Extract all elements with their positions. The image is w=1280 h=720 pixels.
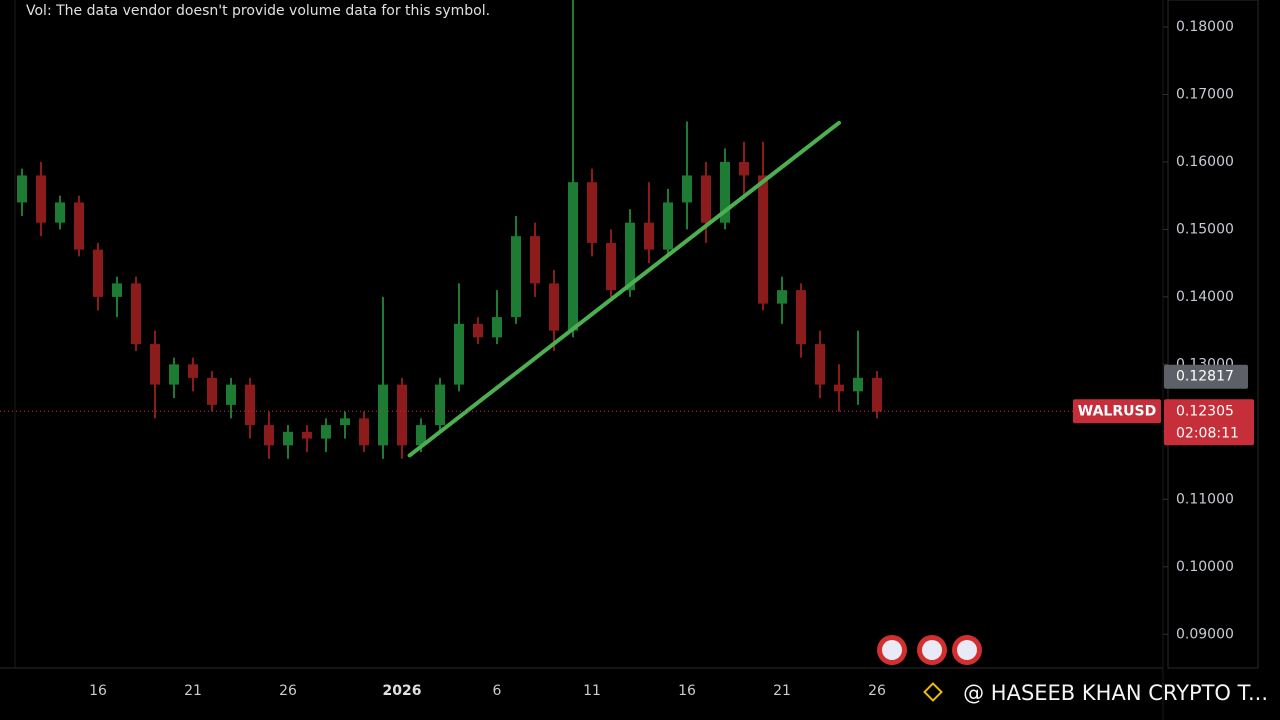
candle-body <box>302 431 312 439</box>
candle-body <box>777 290 787 304</box>
y-tick-label: 0.11000 <box>1176 491 1234 507</box>
x-tick-label: 26 <box>868 683 886 699</box>
candle-body <box>93 249 103 297</box>
candle-body <box>435 384 445 426</box>
candle-body <box>796 290 806 345</box>
plot <box>0 0 1168 635</box>
candle-body <box>150 344 160 385</box>
candle-body <box>853 377 863 392</box>
candle-body <box>264 425 274 446</box>
event-icon <box>882 640 902 660</box>
crosshair-price-bg <box>1164 364 1248 389</box>
candle-body <box>112 283 122 297</box>
candle-body <box>682 175 692 203</box>
candle-body <box>625 222 635 291</box>
candle-body <box>340 418 350 426</box>
y-tick-label: 0.16000 <box>1176 154 1234 170</box>
candle-body <box>606 242 616 291</box>
candle-body <box>587 182 597 243</box>
y-tick-label: 0.17000 <box>1176 86 1234 102</box>
candle-body <box>720 161 730 223</box>
candle-body <box>226 384 236 405</box>
candle-body <box>397 384 407 446</box>
candle-body <box>549 283 559 331</box>
candle-body <box>207 377 217 405</box>
volume-note: Vol: The data vendor doesn't provide vol… <box>26 3 490 19</box>
candle-body <box>416 425 426 446</box>
symbol-label-bg <box>1073 399 1161 424</box>
candle-body <box>321 425 331 439</box>
candle-body <box>739 161 749 176</box>
x-tick-label: 6 <box>493 683 502 699</box>
x-tick-label: 21 <box>184 683 202 699</box>
watermark-logo <box>923 682 943 702</box>
y-tick-label: 0.10000 <box>1176 559 1234 575</box>
watermark: @ HASEEB KHAN CRYPTO T... <box>963 681 1268 705</box>
candle-body <box>55 202 65 223</box>
x-tick-label: 16 <box>678 683 696 699</box>
candle-body <box>169 364 179 385</box>
x-tick-label: 2026 <box>383 683 422 699</box>
candle-body <box>492 317 502 338</box>
x-tick-label: 21 <box>773 683 791 699</box>
y-tick-label: 0.09000 <box>1176 626 1234 642</box>
x-tick-label: 16 <box>89 683 107 699</box>
logo <box>923 682 943 702</box>
last-price-bg <box>1164 399 1254 446</box>
candle-body <box>245 384 255 426</box>
event-icons <box>877 635 982 665</box>
trend-line <box>407 120 841 458</box>
crosshair-price-label: 0.12817 <box>1176 369 1234 385</box>
candle-body <box>283 431 293 446</box>
candle-body <box>188 364 198 378</box>
candle-body <box>701 175 711 223</box>
candle-body <box>834 384 844 392</box>
candle-body <box>454 323 464 385</box>
candle-body <box>511 236 521 318</box>
candle-body <box>644 222 654 250</box>
event-icon <box>922 640 942 660</box>
candle-body <box>131 283 141 345</box>
x-tick-label: 11 <box>583 683 601 699</box>
candle-body <box>568 182 578 331</box>
candle-body <box>473 323 483 338</box>
y-tick-label: 0.18000 <box>1176 19 1234 35</box>
y-tick-label: 0.15000 <box>1176 221 1234 237</box>
event-icon <box>957 640 977 660</box>
candle-body <box>378 384 388 446</box>
countdown: 02:08:11 <box>1176 425 1239 441</box>
candle-body <box>36 175 46 223</box>
candle-body <box>17 175 27 203</box>
candle-body <box>530 236 540 284</box>
candle-body <box>758 175 768 304</box>
candle-body <box>74 202 84 250</box>
candle-body <box>872 377 882 412</box>
candle-body <box>359 418 369 446</box>
y-tick-label: 0.14000 <box>1176 289 1234 305</box>
candle-body <box>815 344 825 385</box>
candle-body <box>663 202 673 250</box>
symbol-label: WALRUSD <box>1078 403 1156 419</box>
price-scale-frame <box>1167 0 1259 669</box>
x-tick-label: 26 <box>279 683 297 699</box>
last-price-label: 0.12305 <box>1176 403 1234 419</box>
